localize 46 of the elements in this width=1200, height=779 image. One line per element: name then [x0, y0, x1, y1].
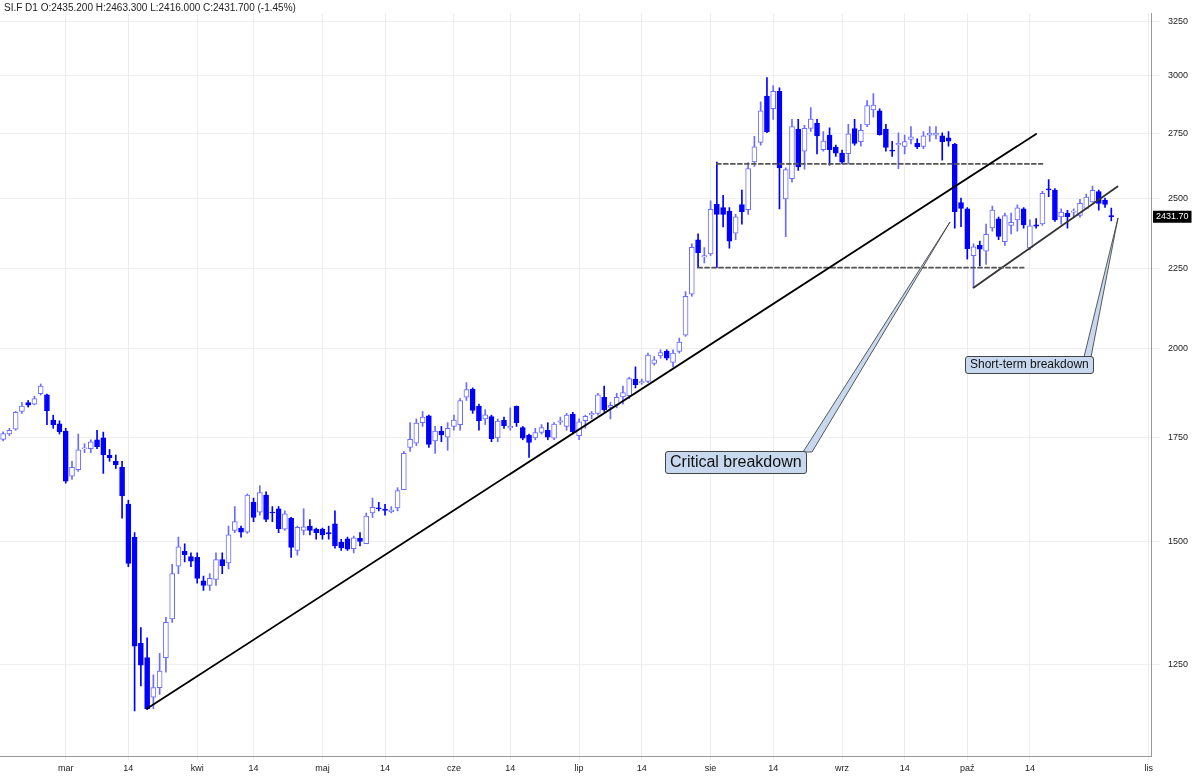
x-tick-label: sie	[704, 763, 717, 774]
y-tick-label: 3250	[1167, 16, 1189, 27]
candlestick	[714, 161, 720, 269]
x-tick-label: paź	[960, 763, 976, 774]
candlestick	[1008, 212, 1014, 235]
candlestick	[375, 502, 382, 512]
x-tick-label: cze	[446, 763, 461, 774]
annotation: Critical breakdown	[665, 451, 807, 474]
x-tick-label: 14	[380, 763, 391, 774]
candlestick	[926, 126, 933, 142]
x-tick-label: 14	[248, 763, 259, 774]
y-tick-label: 2250	[1167, 263, 1189, 274]
y-tick-label: 3000	[1167, 69, 1189, 80]
x-tick-label: maj	[315, 763, 330, 774]
chart-title: SI.F D1 O:2435.200 H:2463.300 L:2416.000 C:2431.700 (-1.45%)	[4, 2, 296, 13]
candlestick	[889, 141, 895, 157]
candlestick	[1045, 179, 1052, 198]
y-tick-label: 2500	[1167, 192, 1189, 203]
x-tick-label: 14	[768, 763, 779, 774]
candlestick	[1033, 218, 1039, 229]
x-tick-label: kwi	[190, 763, 204, 774]
x-tick-label: 14	[636, 763, 647, 774]
x-tick-label: lip	[574, 763, 584, 774]
candlestick	[181, 543, 188, 563]
candlestick	[908, 126, 914, 145]
annotation: Short-term breakdown	[965, 356, 1094, 374]
candlestick	[958, 197, 964, 227]
x-tick-label: 14	[505, 763, 516, 774]
candlestick	[507, 407, 514, 431]
candlestick	[720, 195, 726, 228]
x-tick-label: mar	[57, 763, 74, 774]
candlestick	[933, 126, 939, 140]
x-tick-label: 14	[899, 763, 910, 774]
y-tick-label: 1250	[1167, 658, 1189, 669]
annotation: 2431.70	[1155, 211, 1189, 222]
candlestick	[382, 504, 388, 516]
x-tick-label: wrz	[834, 763, 850, 774]
x-tick-label: 14	[123, 763, 134, 774]
y-tick-label: 1500	[1167, 536, 1189, 546]
y-tick-label: 2750	[1167, 128, 1189, 139]
candlestick	[739, 189, 745, 225]
candlestick	[1108, 207, 1115, 222]
y-tick-label: 1750	[1167, 432, 1189, 443]
y-tick-label: 2000	[1167, 342, 1189, 353]
x-tick-label: 14	[1024, 763, 1035, 774]
x-tick-label: lis	[1144, 763, 1154, 774]
